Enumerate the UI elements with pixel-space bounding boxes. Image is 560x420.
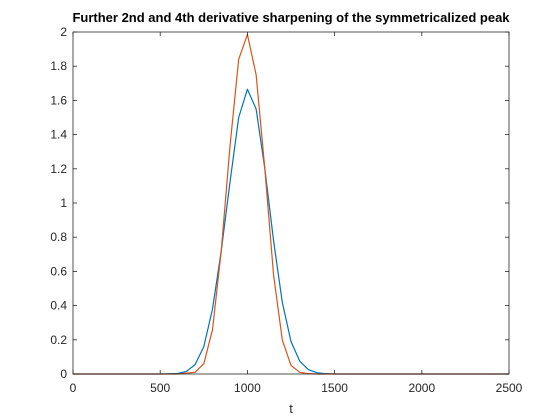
x-axis-label: t: [289, 401, 293, 416]
y-tick-label: 1.2: [50, 162, 67, 176]
axes-layer: 0 500 1000 1500 2000 2500 0 0.2 0.4 0.6 0.8 1 1.2 1.4…: [50, 25, 522, 395]
x-tick-label: 2000: [408, 381, 435, 395]
x-tick-label: 0: [70, 381, 77, 395]
chart-title: Further 2nd and 4th derivative sharpenin…: [72, 10, 510, 25]
plot-area: [73, 32, 509, 374]
y-tick-label: 1.8: [50, 59, 67, 73]
y-tick-label: 0: [60, 367, 67, 381]
x-tick-label: 500: [150, 381, 170, 395]
y-tick-label: 0.4: [50, 299, 67, 313]
x-tick-label: 2500: [496, 381, 523, 395]
y-tick-label: 1.4: [50, 128, 67, 142]
y-tick-label: 1: [60, 196, 67, 210]
y-tick-label: 0.8: [50, 230, 67, 244]
y-tick-label: 1.6: [50, 93, 67, 107]
x-tick-label: 1000: [234, 381, 261, 395]
y-tick-label: 0.6: [50, 264, 67, 278]
y-tick-label: 2: [60, 25, 67, 39]
y-tick-label: 0.2: [50, 333, 67, 347]
x-tick-label: 1500: [321, 381, 348, 395]
series-line-1: [73, 88, 509, 375]
